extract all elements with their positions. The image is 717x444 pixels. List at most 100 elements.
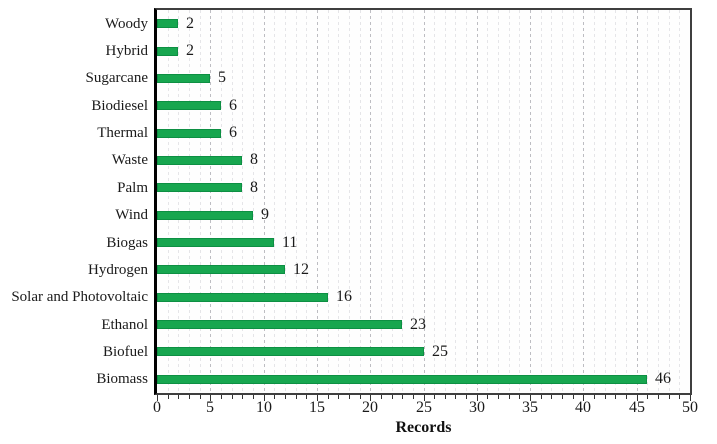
axis-major-tick <box>370 395 371 401</box>
axis-minor-tick <box>434 395 435 399</box>
axis-minor-tick <box>392 395 393 399</box>
gridline-minor <box>392 10 393 393</box>
gridline-minor <box>360 10 361 393</box>
category-label: Biodiesel <box>91 98 148 114</box>
axis-minor-tick <box>328 395 329 399</box>
bar <box>157 19 178 28</box>
value-label: 16 <box>336 288 352 305</box>
category-label: Woody <box>105 16 148 32</box>
axis-minor-tick <box>573 395 574 399</box>
value-label: 23 <box>410 316 426 333</box>
category-label: Waste <box>111 152 148 168</box>
axis-minor-tick <box>306 395 307 399</box>
value-label: 8 <box>250 179 258 196</box>
axis-major-tick <box>477 395 478 401</box>
axis-minor-tick <box>679 395 680 399</box>
gridline-minor <box>232 10 233 393</box>
category-label: Ethanol <box>101 317 148 333</box>
axis-major-tick <box>424 395 425 401</box>
axis-minor-tick <box>413 395 414 399</box>
gridline-minor <box>306 10 307 393</box>
axis-minor-tick <box>381 395 382 399</box>
axis-major-tick <box>530 395 531 401</box>
gridline-minor <box>285 10 286 393</box>
gridline-minor <box>296 10 297 393</box>
gridline-minor <box>562 10 563 393</box>
gridline-minor <box>402 10 403 393</box>
value-label: 12 <box>293 261 309 278</box>
gridline-minor <box>445 10 446 393</box>
category-label: Palm <box>117 180 148 196</box>
x-tick-label: 40 <box>575 399 591 416</box>
bar <box>157 47 178 56</box>
gridline-minor <box>626 10 627 393</box>
gridline-minor <box>242 10 243 393</box>
axis-minor-tick <box>274 395 275 399</box>
axis-major-tick <box>690 395 691 401</box>
gridline-minor <box>466 10 467 393</box>
gridline-minor <box>605 10 606 393</box>
axis-minor-tick <box>338 395 339 399</box>
bar <box>157 101 221 110</box>
gridline-minor <box>498 10 499 393</box>
gridline-minor <box>658 10 659 393</box>
plot-area: 2 2 5 6 6 8 8 9 11 12 16 23 25 46 <box>154 8 692 395</box>
axis-minor-tick <box>253 395 254 399</box>
axis-minor-tick <box>466 395 467 399</box>
axis-minor-tick <box>487 395 488 399</box>
gridline-minor <box>274 10 275 393</box>
axis-minor-tick <box>562 395 563 399</box>
gridline-minor <box>573 10 574 393</box>
axis-major-tick <box>317 395 318 401</box>
gridline-minor <box>338 10 339 393</box>
gridline-minor <box>509 10 510 393</box>
gridline-minor <box>455 10 456 393</box>
gridline-minor <box>168 10 169 393</box>
axis-minor-tick <box>232 395 233 399</box>
gridline-minor <box>615 10 616 393</box>
gridline-major <box>317 10 318 393</box>
value-label: 2 <box>186 15 194 32</box>
axis-minor-tick <box>594 395 595 399</box>
axis-minor-tick <box>647 395 648 399</box>
axis-minor-tick <box>402 395 403 399</box>
gridline-minor <box>189 10 190 393</box>
bar <box>157 183 242 192</box>
axis-major-tick <box>210 395 211 401</box>
value-label: 6 <box>229 124 237 141</box>
bar <box>157 74 210 83</box>
gridline-minor <box>594 10 595 393</box>
category-label: Hybrid <box>105 43 149 59</box>
x-tick-label: 15 <box>309 399 325 416</box>
gridline-minor <box>381 10 382 393</box>
axis-minor-tick <box>615 395 616 399</box>
value-label: 9 <box>261 206 269 223</box>
category-label: Biomass <box>96 371 148 387</box>
x-tick-label: 20 <box>362 399 378 416</box>
value-label: 25 <box>432 343 448 360</box>
bar <box>157 320 402 329</box>
value-label: 6 <box>229 97 237 114</box>
gridline-minor <box>178 10 179 393</box>
x-tick-label: 0 <box>153 399 161 416</box>
gridline-major <box>477 10 478 393</box>
bar <box>157 375 647 384</box>
x-tick-label: 10 <box>256 399 272 416</box>
category-label: Hydrogen <box>88 262 148 278</box>
gridline-minor <box>541 10 542 393</box>
x-tick-label: 25 <box>416 399 432 416</box>
bar <box>157 129 221 138</box>
axis-minor-tick <box>626 395 627 399</box>
gridline-minor <box>200 10 201 393</box>
axis-minor-tick <box>349 395 350 399</box>
gridline-minor <box>647 10 648 393</box>
x-tick-label: 50 <box>682 399 698 416</box>
gridline-major <box>530 10 531 393</box>
bar <box>157 238 274 247</box>
bar <box>157 265 285 274</box>
gridline-major <box>424 10 425 393</box>
axis-minor-tick <box>221 395 222 399</box>
gridline-minor <box>221 10 222 393</box>
category-label: Biogas <box>106 235 148 251</box>
x-tick-label: 45 <box>629 399 645 416</box>
